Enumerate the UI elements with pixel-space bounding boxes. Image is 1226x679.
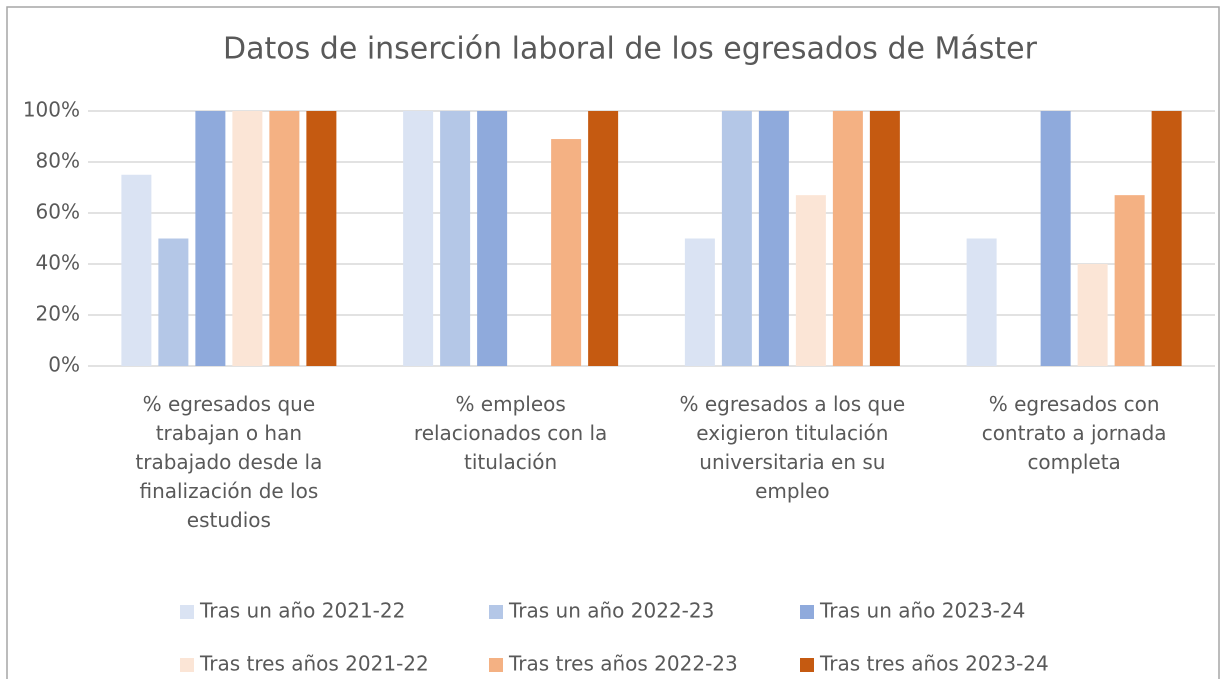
bar bbox=[832, 111, 863, 366]
legend-label: Tras un año 2022-23 bbox=[508, 599, 714, 623]
bar bbox=[721, 111, 752, 366]
x-tick-label: % empleos relacionados con la titulación bbox=[413, 392, 608, 474]
bar bbox=[121, 174, 152, 366]
x-tick-label: % egresados a los que exigieron titulaci… bbox=[679, 392, 906, 503]
bar bbox=[758, 111, 789, 366]
legend-label: Tras tres años 2021-22 bbox=[199, 652, 429, 676]
bar bbox=[440, 111, 471, 366]
bar bbox=[477, 111, 508, 366]
bar bbox=[158, 238, 189, 366]
y-tick-label: 100% bbox=[23, 98, 80, 122]
bar bbox=[966, 238, 997, 366]
y-tick-label: 0% bbox=[48, 353, 80, 377]
bar bbox=[1040, 111, 1071, 366]
legend-swatch bbox=[180, 605, 194, 619]
bar bbox=[795, 195, 826, 366]
y-tick-label: 20% bbox=[36, 302, 80, 326]
bar bbox=[1077, 264, 1108, 366]
bar bbox=[869, 111, 900, 366]
legend-swatch bbox=[489, 658, 503, 672]
bar bbox=[1151, 111, 1182, 366]
bar bbox=[232, 111, 263, 366]
legend-swatch bbox=[489, 605, 503, 619]
legend-swatch bbox=[800, 605, 814, 619]
legend-swatch bbox=[180, 658, 194, 672]
x-tick-label: % egresados con contrato a jornada compl… bbox=[981, 392, 1167, 474]
bar bbox=[551, 139, 582, 366]
bar bbox=[306, 111, 337, 366]
legend-label: Tras un año 2021-22 bbox=[199, 599, 405, 623]
legend-label: Tras tres años 2023-24 bbox=[819, 652, 1049, 676]
bar bbox=[588, 111, 619, 366]
y-tick-label: 60% bbox=[36, 200, 80, 224]
chart-title: Datos de inserción laboral de los egresa… bbox=[223, 32, 1038, 67]
legend-swatch bbox=[800, 658, 814, 672]
bar bbox=[195, 111, 226, 366]
bar bbox=[403, 111, 434, 366]
bar bbox=[684, 238, 715, 366]
y-tick-label: 40% bbox=[36, 251, 80, 275]
y-tick-label: 80% bbox=[36, 149, 80, 173]
legend-label: Tras tres años 2022-23 bbox=[508, 652, 738, 676]
bar bbox=[1114, 195, 1145, 366]
legend-label: Tras un año 2023-24 bbox=[819, 599, 1025, 623]
x-tick-label: % egresados que trabajan o han trabajado… bbox=[135, 392, 323, 532]
bar bbox=[269, 111, 300, 366]
